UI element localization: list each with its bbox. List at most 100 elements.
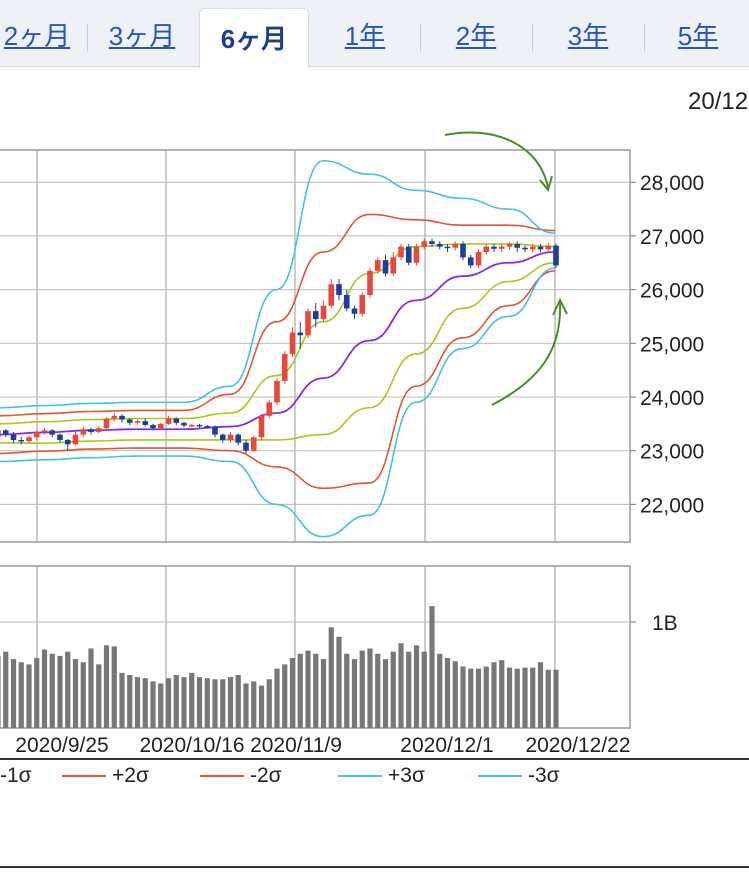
candlestick: [41, 428, 48, 435]
legend-item-plus2sigma: +2σ: [62, 763, 149, 789]
volume-bar: [390, 651, 396, 728]
candle-body: [343, 294, 350, 309]
tab-1-year[interactable]: 1年: [344, 21, 386, 51]
candle-body: [235, 434, 242, 443]
legend-plus2sigma-label: +2σ: [112, 764, 149, 787]
candlestick: [49, 429, 56, 438]
volume-bar: [537, 662, 544, 728]
candlestick: [343, 289, 350, 312]
candlestick: [498, 243, 505, 253]
candlestick: [405, 243, 412, 266]
candlestick: [529, 243, 536, 253]
annotations: [444, 131, 568, 406]
volume-bar: [437, 653, 443, 728]
volume-bar: [127, 675, 133, 728]
candlestick: [382, 254, 389, 277]
candle-body: [281, 354, 288, 381]
candle-body: [57, 434, 63, 440]
volume-bar: [0, 655, 1, 728]
candle-body: [374, 260, 381, 271]
candle-body: [289, 332, 296, 355]
price-tick-label: 27,000: [640, 226, 704, 249]
date-tick-label: 2020/9/25: [15, 734, 108, 757]
candle-body: [119, 415, 125, 420]
candle-body: [33, 431, 40, 438]
candlestick: [483, 243, 490, 255]
candle-body: [522, 247, 528, 250]
candle-body: [444, 246, 451, 249]
volume-bar: [49, 653, 55, 728]
date-tick-label: 2020/10/16: [139, 734, 244, 757]
candlestick: [258, 414, 265, 440]
candlestick: [243, 439, 249, 454]
price-tick-label: 23,000: [640, 441, 704, 464]
candlestick: [506, 242, 513, 250]
candle-body: [103, 418, 110, 429]
volume-bar: [328, 627, 334, 728]
tab-2-years[interactable]: 2年: [455, 21, 497, 51]
chart-grid: [0, 149, 631, 543]
tab-separator: [644, 24, 645, 52]
candle-body: [506, 243, 513, 247]
candle-body: [0, 430, 1, 438]
period-tab-bar: 2ヶ月 3ヶ月 6ヶ月 1年 2年 3年 5年: [0, 0, 749, 68]
candlestick: [212, 425, 218, 438]
candlestick: [72, 431, 79, 446]
legend-item-minus3sigma: -3σ: [478, 763, 560, 789]
volume-bar: [421, 651, 427, 728]
candle-body: [305, 311, 311, 336]
tab-5-years[interactable]: 5年: [677, 21, 719, 51]
volume-bar: [530, 667, 536, 728]
volume-bar: [196, 677, 203, 728]
candlestick: [491, 243, 497, 253]
candlestick: [367, 268, 373, 298]
tab-6-months[interactable]: 6ヶ月: [199, 8, 309, 68]
volume-bar: [96, 664, 102, 728]
legend-minus1sigma-label: -1σ: [0, 764, 32, 787]
candlestick: [429, 238, 435, 247]
legend-item-minus2sigma: -2σ: [200, 763, 282, 789]
price-tick-label: 26,000: [640, 280, 704, 303]
candle-body: [126, 419, 133, 423]
volume-bar: [460, 666, 466, 728]
candle-body: [266, 402, 273, 416]
volume-tick-label: 1B: [652, 612, 678, 635]
tab-3-months[interactable]: 3ヶ月: [108, 21, 176, 51]
volume-bar: [313, 653, 319, 728]
candle-body: [413, 246, 420, 263]
candlestick: [103, 417, 110, 431]
candlestick: [80, 426, 87, 438]
candlestick: [320, 300, 327, 322]
candle-body: [142, 421, 149, 425]
volume-bar: [514, 668, 520, 728]
legend-plus2sigma-swatch: [62, 775, 106, 778]
volume-bar: [173, 675, 179, 728]
candle-body: [72, 434, 79, 445]
tab-2-months[interactable]: 2ヶ月: [3, 21, 71, 51]
volume-bar: [26, 664, 32, 728]
candlesticks: [0, 238, 559, 454]
volume-bar: [452, 661, 458, 728]
candle-body: [351, 308, 358, 314]
candlestick: [95, 426, 102, 434]
band-line-m1: [0, 261, 556, 444]
candlestick: [444, 243, 451, 253]
tab-3-years[interactable]: 3年: [567, 21, 609, 51]
volume-bar: [158, 683, 164, 728]
candle-body: [181, 422, 187, 426]
candle-body: [173, 418, 180, 423]
candle-body: [328, 284, 335, 306]
legend-plus3sigma-label: +3σ: [388, 764, 425, 787]
volume-bar: [336, 636, 342, 728]
volume-bar: [204, 678, 210, 728]
candle-body: [188, 424, 195, 427]
candle-body: [320, 305, 327, 320]
volume-bar: [553, 669, 559, 728]
legend-minus2sigma-label: -2σ: [250, 764, 282, 787]
volume-bar: [165, 678, 172, 728]
candle-body: [429, 241, 435, 244]
handdrawn-arrow-down: [444, 131, 549, 189]
volume-bar: [475, 668, 482, 728]
volume-bar: [522, 667, 528, 728]
candlestick: [514, 241, 521, 253]
